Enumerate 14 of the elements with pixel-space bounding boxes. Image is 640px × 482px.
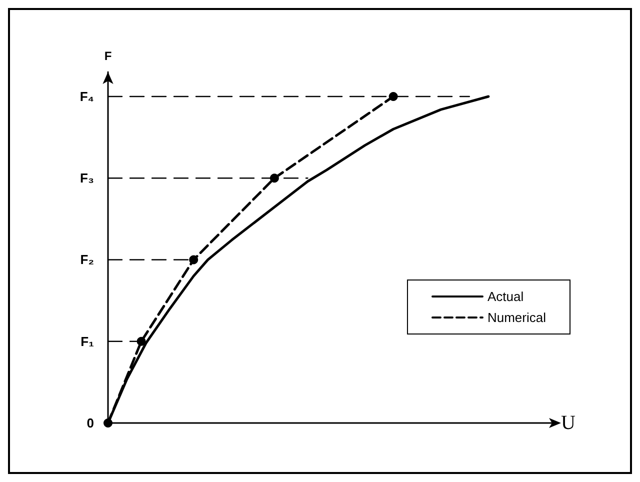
point [189, 255, 198, 264]
y-axis-title: F [104, 49, 112, 63]
text: 0 [86, 416, 94, 430]
point [270, 174, 279, 183]
text: F₄ [80, 88, 94, 104]
x-axis-title: U [561, 412, 576, 434]
text: F₂ [80, 252, 94, 268]
text: F₃ [80, 170, 94, 186]
legend-label: Numerical [487, 310, 546, 325]
legend-label: Actual [487, 289, 524, 304]
text: F₁ [80, 334, 94, 349]
point [104, 418, 112, 428]
point [136, 336, 146, 346]
point [388, 92, 398, 101]
